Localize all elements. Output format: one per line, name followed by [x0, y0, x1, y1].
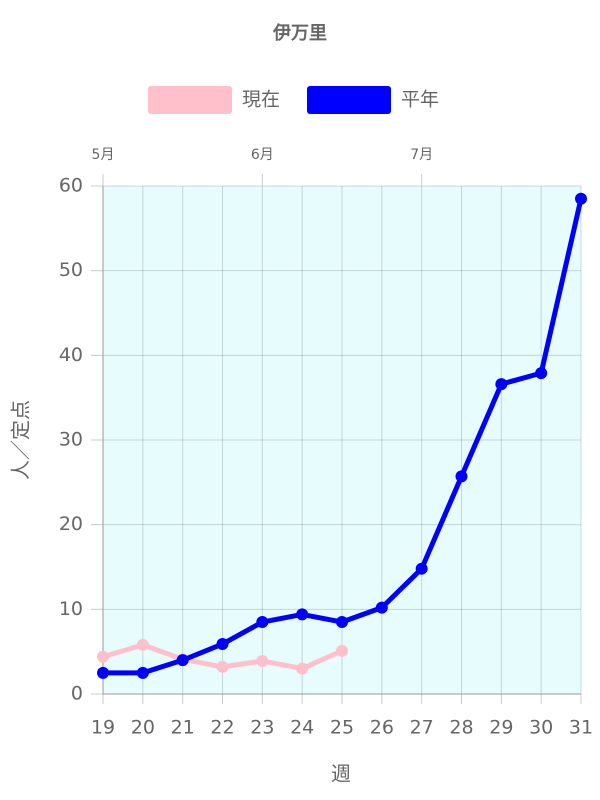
data-point	[455, 470, 468, 483]
x-axis-label: 週	[331, 762, 351, 786]
y-axis-label: 人／定点	[9, 400, 33, 480]
data-point	[575, 192, 587, 205]
x-tick-label: 27	[410, 717, 434, 739]
y-tick-label: 20	[59, 513, 83, 535]
data-point	[176, 654, 189, 667]
data-point	[97, 650, 109, 663]
x2-tick-label: 5月	[92, 147, 115, 163]
y-tick-label: 10	[59, 598, 83, 620]
y-tick-label: 50	[59, 259, 83, 281]
plot-background	[103, 186, 581, 694]
x-tick-label: 20	[131, 717, 155, 739]
x-tick-label: 26	[370, 717, 394, 739]
data-point	[415, 562, 428, 575]
x2-tick-label: 7月	[410, 147, 433, 163]
x-tick-label: 31	[569, 717, 593, 739]
x-tick-label: 22	[210, 717, 234, 739]
data-point	[256, 616, 269, 629]
x-tick-label: 24	[290, 717, 314, 739]
x-tick-label: 30	[529, 717, 553, 739]
x-tick-label: 21	[171, 717, 195, 739]
data-point	[216, 660, 229, 673]
data-point	[375, 601, 388, 614]
x-tick-label: 23	[250, 717, 274, 739]
data-point	[336, 644, 348, 657]
y-tick-label: 40	[59, 344, 83, 366]
data-point	[296, 608, 309, 621]
data-point	[495, 378, 508, 391]
y-tick-label: 30	[59, 429, 83, 451]
data-point	[535, 367, 548, 380]
data-point	[97, 666, 109, 679]
chart-title: 伊万里	[272, 22, 327, 44]
legend-label: 現在	[242, 89, 280, 111]
y-tick-label: 0	[71, 683, 83, 705]
data-point	[136, 638, 149, 651]
x-tick-label: 25	[330, 717, 354, 739]
y-tick-label: 60	[59, 175, 83, 197]
legend-swatch	[148, 86, 232, 114]
data-point	[296, 662, 309, 675]
x-tick-label: 19	[91, 717, 115, 739]
legend-label: 平年	[401, 89, 439, 111]
data-point	[336, 616, 348, 629]
x-tick-label: 29	[489, 717, 513, 739]
data-point	[136, 666, 149, 679]
x2-tick-label: 6月	[251, 147, 274, 163]
data-point	[216, 638, 229, 651]
legend-swatch	[307, 86, 391, 114]
data-point	[256, 654, 269, 667]
x-tick-label: 28	[449, 717, 473, 739]
